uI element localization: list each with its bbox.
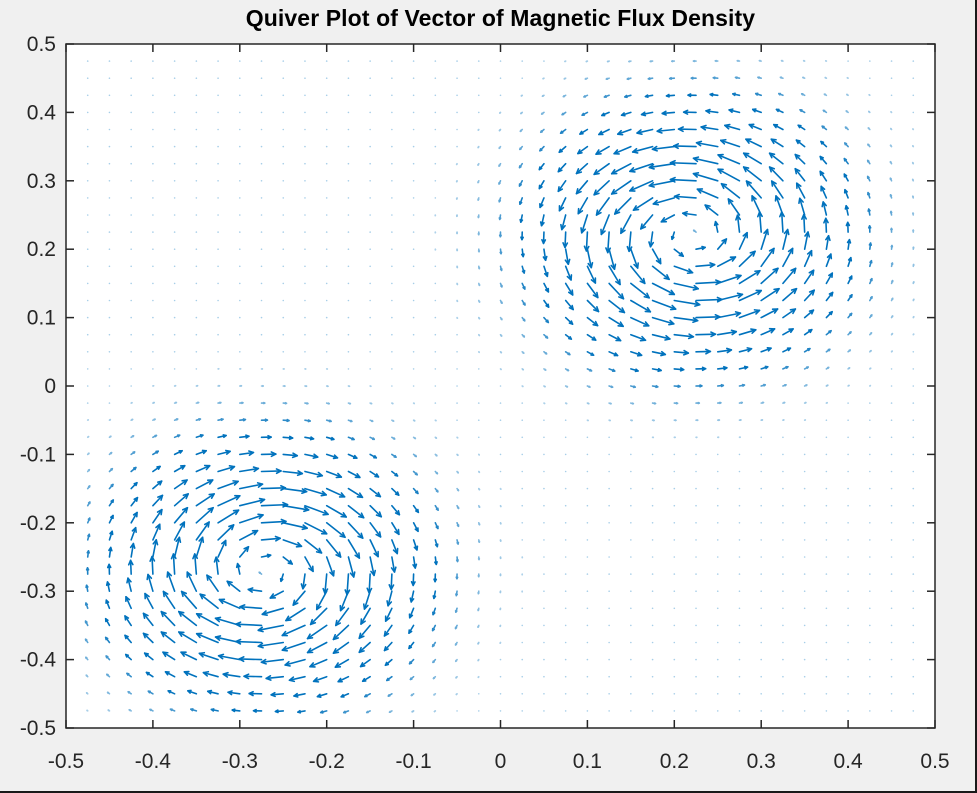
x-tick-label: -0.2	[309, 750, 345, 773]
x-tick-label: -0.1	[396, 750, 432, 773]
x-tick-label: -0.5	[48, 750, 84, 773]
x-tick-label: 0	[495, 750, 507, 773]
x-tick-label: -0.4	[135, 750, 172, 773]
y-tick-label: -0.1	[20, 443, 56, 466]
x-tick-label: 0.4	[833, 750, 863, 773]
y-axis: 0.5 0.4 0.3 0.2 0.1 0 -0.1 -0.2 -0.3 -0.4 -0.5	[20, 33, 935, 740]
quiver-arrows	[84, 59, 915, 714]
x-tick-label: 0.1	[573, 750, 602, 773]
y-tick-label: -0.4	[20, 649, 57, 672]
y-tick-label: 0.3	[27, 170, 56, 193]
y-tick-label: -0.2	[20, 512, 56, 535]
y-tick-label: -0.3	[20, 580, 56, 603]
y-tick-label: 0.2	[27, 238, 56, 261]
y-tick-label: 0.5	[27, 33, 56, 56]
x-tick-label: 0.3	[747, 750, 776, 773]
y-tick-label: 0.1	[27, 307, 56, 330]
x-axis: -0.5 -0.4 -0.3 -0.2 -0.1 0 0.1 0.2 0.3 0.4 0.5	[48, 44, 950, 773]
y-tick-label: 0.4	[27, 101, 57, 124]
x-tick-label: -0.3	[222, 750, 258, 773]
x-tick-label: 0.2	[660, 750, 689, 773]
y-tick-label: -0.5	[20, 717, 56, 740]
plot-area	[66, 44, 935, 728]
x-tick-label: 0.5	[920, 750, 949, 773]
y-tick-label: 0	[44, 375, 56, 398]
chart-title: Quiver Plot of Vector of Magnetic Flux D…	[245, 5, 756, 31]
